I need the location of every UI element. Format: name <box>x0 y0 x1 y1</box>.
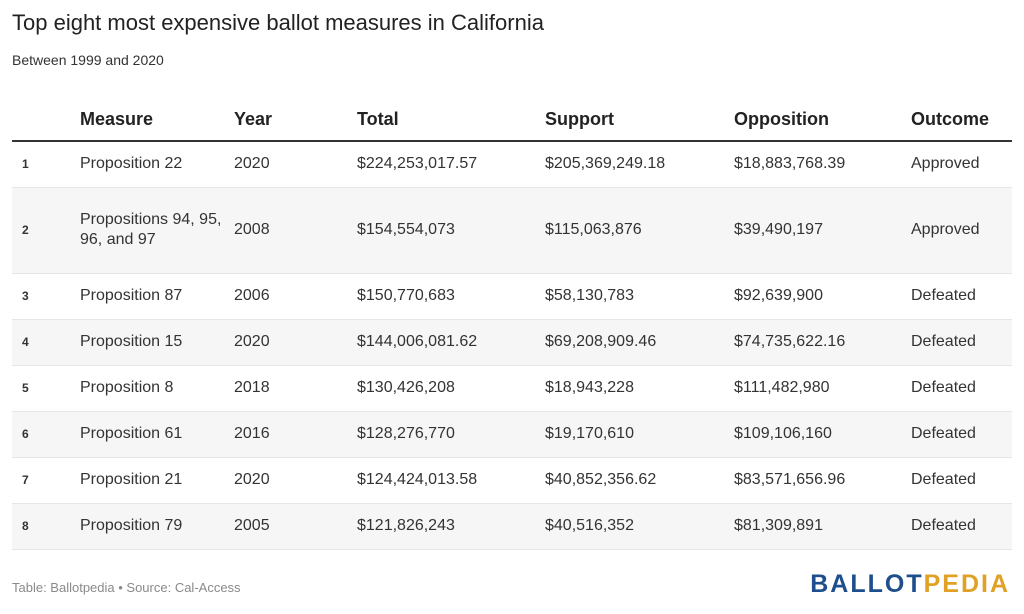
support-cell: $19,170,610 <box>545 411 734 458</box>
rank-cell: 2 <box>12 187 80 274</box>
header-outcome: Outcome <box>911 98 1012 142</box>
year-cell: 2020 <box>234 319 357 366</box>
opposition-cell: $39,490,197 <box>734 187 911 274</box>
rank-cell: 8 <box>12 503 80 550</box>
header-opposition: Opposition <box>734 98 911 142</box>
outcome-cell: Defeated <box>911 411 1012 458</box>
measure-cell: Proposition 87 <box>80 273 234 320</box>
support-cell: $115,063,876 <box>545 187 734 274</box>
support-cell: $40,516,352 <box>545 503 734 550</box>
year-cell: 2016 <box>234 411 357 458</box>
outcome-cell: Approved <box>911 141 1012 188</box>
table-row: 8 Proposition 79 2005 $121,826,243 $40,5… <box>12 503 1012 550</box>
rank-cell: 6 <box>12 411 80 458</box>
year-cell: 2018 <box>234 365 357 412</box>
opposition-cell: $83,571,656.96 <box>734 457 911 504</box>
table-title: Top eight most expensive ballot measures… <box>12 10 544 35</box>
table-row: 6 Proposition 61 2016 $128,276,770 $19,1… <box>12 411 1012 458</box>
outcome-cell: Defeated <box>911 319 1012 366</box>
header-rank <box>12 98 80 142</box>
outcome-cell: Defeated <box>911 503 1012 550</box>
outcome-cell: Defeated <box>911 365 1012 412</box>
table-subtitle: Between 1999 and 2020 <box>12 52 164 68</box>
rank-cell: 3 <box>12 273 80 320</box>
outcome-cell: Defeated <box>911 273 1012 320</box>
total-cell: $128,276,770 <box>357 411 545 458</box>
support-cell: $205,369,249.18 <box>545 141 734 188</box>
opposition-cell: $81,309,891 <box>734 503 911 550</box>
opposition-cell: $18,883,768.39 <box>734 141 911 188</box>
header-year: Year <box>234 98 357 142</box>
table-row: 3 Proposition 87 2006 $150,770,683 $58,1… <box>12 273 1012 320</box>
logo-text-pedia: PEDIA <box>923 570 1010 598</box>
support-cell: $58,130,783 <box>545 273 734 320</box>
rank-cell: 1 <box>12 141 80 188</box>
header-total: Total <box>357 98 545 142</box>
header-measure: Measure <box>80 98 234 142</box>
support-cell: $40,852,356.62 <box>545 457 734 504</box>
year-cell: 2008 <box>234 187 357 274</box>
measure-cell: Proposition 79 <box>80 503 234 550</box>
total-cell: $150,770,683 <box>357 273 545 320</box>
total-cell: $154,554,073 <box>357 187 545 274</box>
table-row: 1 Proposition 22 2020 $224,253,017.57 $2… <box>12 141 1012 188</box>
opposition-cell: $92,639,900 <box>734 273 911 320</box>
year-cell: 2005 <box>234 503 357 550</box>
rank-cell: 7 <box>12 457 80 504</box>
total-cell: $124,424,013.58 <box>357 457 545 504</box>
rank-cell: 4 <box>12 319 80 366</box>
measure-cell: Proposition 21 <box>80 457 234 504</box>
table-row: 2 Propositions 94, 95, 96, and 97 2008 $… <box>12 187 1012 274</box>
logo-text-ballot: BALLOT <box>810 570 924 598</box>
year-cell: 2020 <box>234 141 357 188</box>
opposition-cell: $109,106,160 <box>734 411 911 458</box>
table-row: 7 Proposition 21 2020 $124,424,013.58 $4… <box>12 457 1012 504</box>
measure-cell: Proposition 8 <box>80 365 234 412</box>
ballotpedia-logo: BALLOTPEDIA <box>810 570 1010 599</box>
outcome-cell: Approved <box>911 187 1012 274</box>
total-cell: $144,006,081.62 <box>357 319 545 366</box>
total-cell: $224,253,017.57 <box>357 141 545 188</box>
year-cell: 2020 <box>234 457 357 504</box>
measure-cell: Proposition 15 <box>80 319 234 366</box>
ballot-measures-table: Measure Year Total Support Opposition Ou… <box>12 98 1012 550</box>
year-cell: 2006 <box>234 273 357 320</box>
measure-cell: Proposition 22 <box>80 141 234 188</box>
table-row: 5 Proposition 8 2018 $130,426,208 $18,94… <box>12 365 1012 412</box>
outcome-cell: Defeated <box>911 457 1012 504</box>
source-credit: Table: Ballotpedia • Source: Cal-Access <box>12 580 241 595</box>
measure-cell: Proposition 61 <box>80 411 234 458</box>
header-row: Measure Year Total Support Opposition Ou… <box>12 98 1012 142</box>
rank-cell: 5 <box>12 365 80 412</box>
total-cell: $130,426,208 <box>357 365 545 412</box>
total-cell: $121,826,243 <box>357 503 545 550</box>
support-cell: $18,943,228 <box>545 365 734 412</box>
measure-cell: Propositions 94, 95, 96, and 97 <box>80 187 234 274</box>
header-support: Support <box>545 98 734 142</box>
opposition-cell: $111,482,980 <box>734 365 911 412</box>
support-cell: $69,208,909.46 <box>545 319 734 366</box>
opposition-cell: $74,735,622.16 <box>734 319 911 366</box>
table-row: 4 Proposition 15 2020 $144,006,081.62 $6… <box>12 319 1012 366</box>
